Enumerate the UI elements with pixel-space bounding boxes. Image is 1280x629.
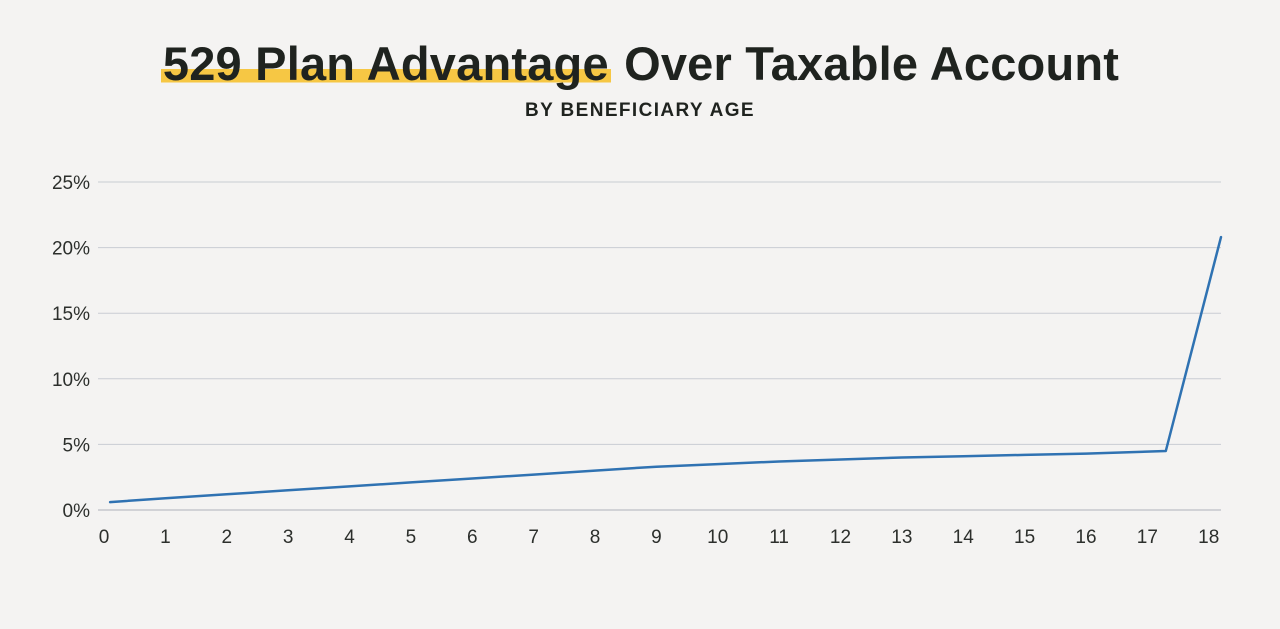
- y-tick-label: 15%: [52, 304, 90, 325]
- x-tick-label: 4: [344, 527, 355, 548]
- chart-subtitle: BY BENEFICIARY AGE: [524, 100, 756, 121]
- x-tick-label: 15: [1014, 527, 1035, 548]
- x-tick-label: 12: [830, 527, 851, 548]
- x-tick-label: 17: [1137, 527, 1158, 548]
- x-tick-label: 9: [651, 527, 662, 548]
- chart-title: 529 Plan Advantage Over Taxable Account: [0, 36, 1280, 92]
- y-tick-label: 5%: [63, 435, 91, 456]
- gridlines: [98, 181, 1221, 511]
- x-tick-label: 7: [528, 527, 539, 548]
- x-tick-label: 8: [590, 527, 601, 548]
- x-tick-label: 13: [891, 527, 912, 548]
- y-tick-label: 10%: [52, 370, 90, 391]
- x-tick-label: 10: [707, 527, 728, 548]
- x-tick-label: 2: [221, 527, 232, 548]
- x-tick-label: 11: [769, 527, 789, 548]
- series-layer: [108, 235, 1223, 504]
- y-tick-label: 25%: [52, 173, 90, 194]
- title-highlight: 529 Plan Advantage: [160, 37, 611, 90]
- x-tick-label: 14: [953, 527, 975, 548]
- y-tick-label: 0%: [63, 501, 91, 522]
- series-line: [108, 235, 1223, 504]
- x-tick-label: 18: [1198, 527, 1219, 548]
- x-tick-label: 0: [99, 527, 110, 548]
- x-tick-label: 16: [1075, 527, 1096, 548]
- x-tick-label: 3: [283, 527, 294, 548]
- x-axis-ticks: 0 1 2 3 4 5 6 7 8 9 10 11 12 13 14 15 16 17 18: [99, 527, 1220, 548]
- y-tick-label: 20%: [52, 239, 90, 260]
- x-tick-label: 1: [160, 527, 171, 548]
- y-axis-ticks: 0% 5% 10% 15% 20% 25%: [52, 173, 90, 522]
- title-rest: Over Taxable Account: [610, 37, 1120, 90]
- x-tick-label: 5: [406, 527, 417, 548]
- x-tick-label: 6: [467, 527, 478, 548]
